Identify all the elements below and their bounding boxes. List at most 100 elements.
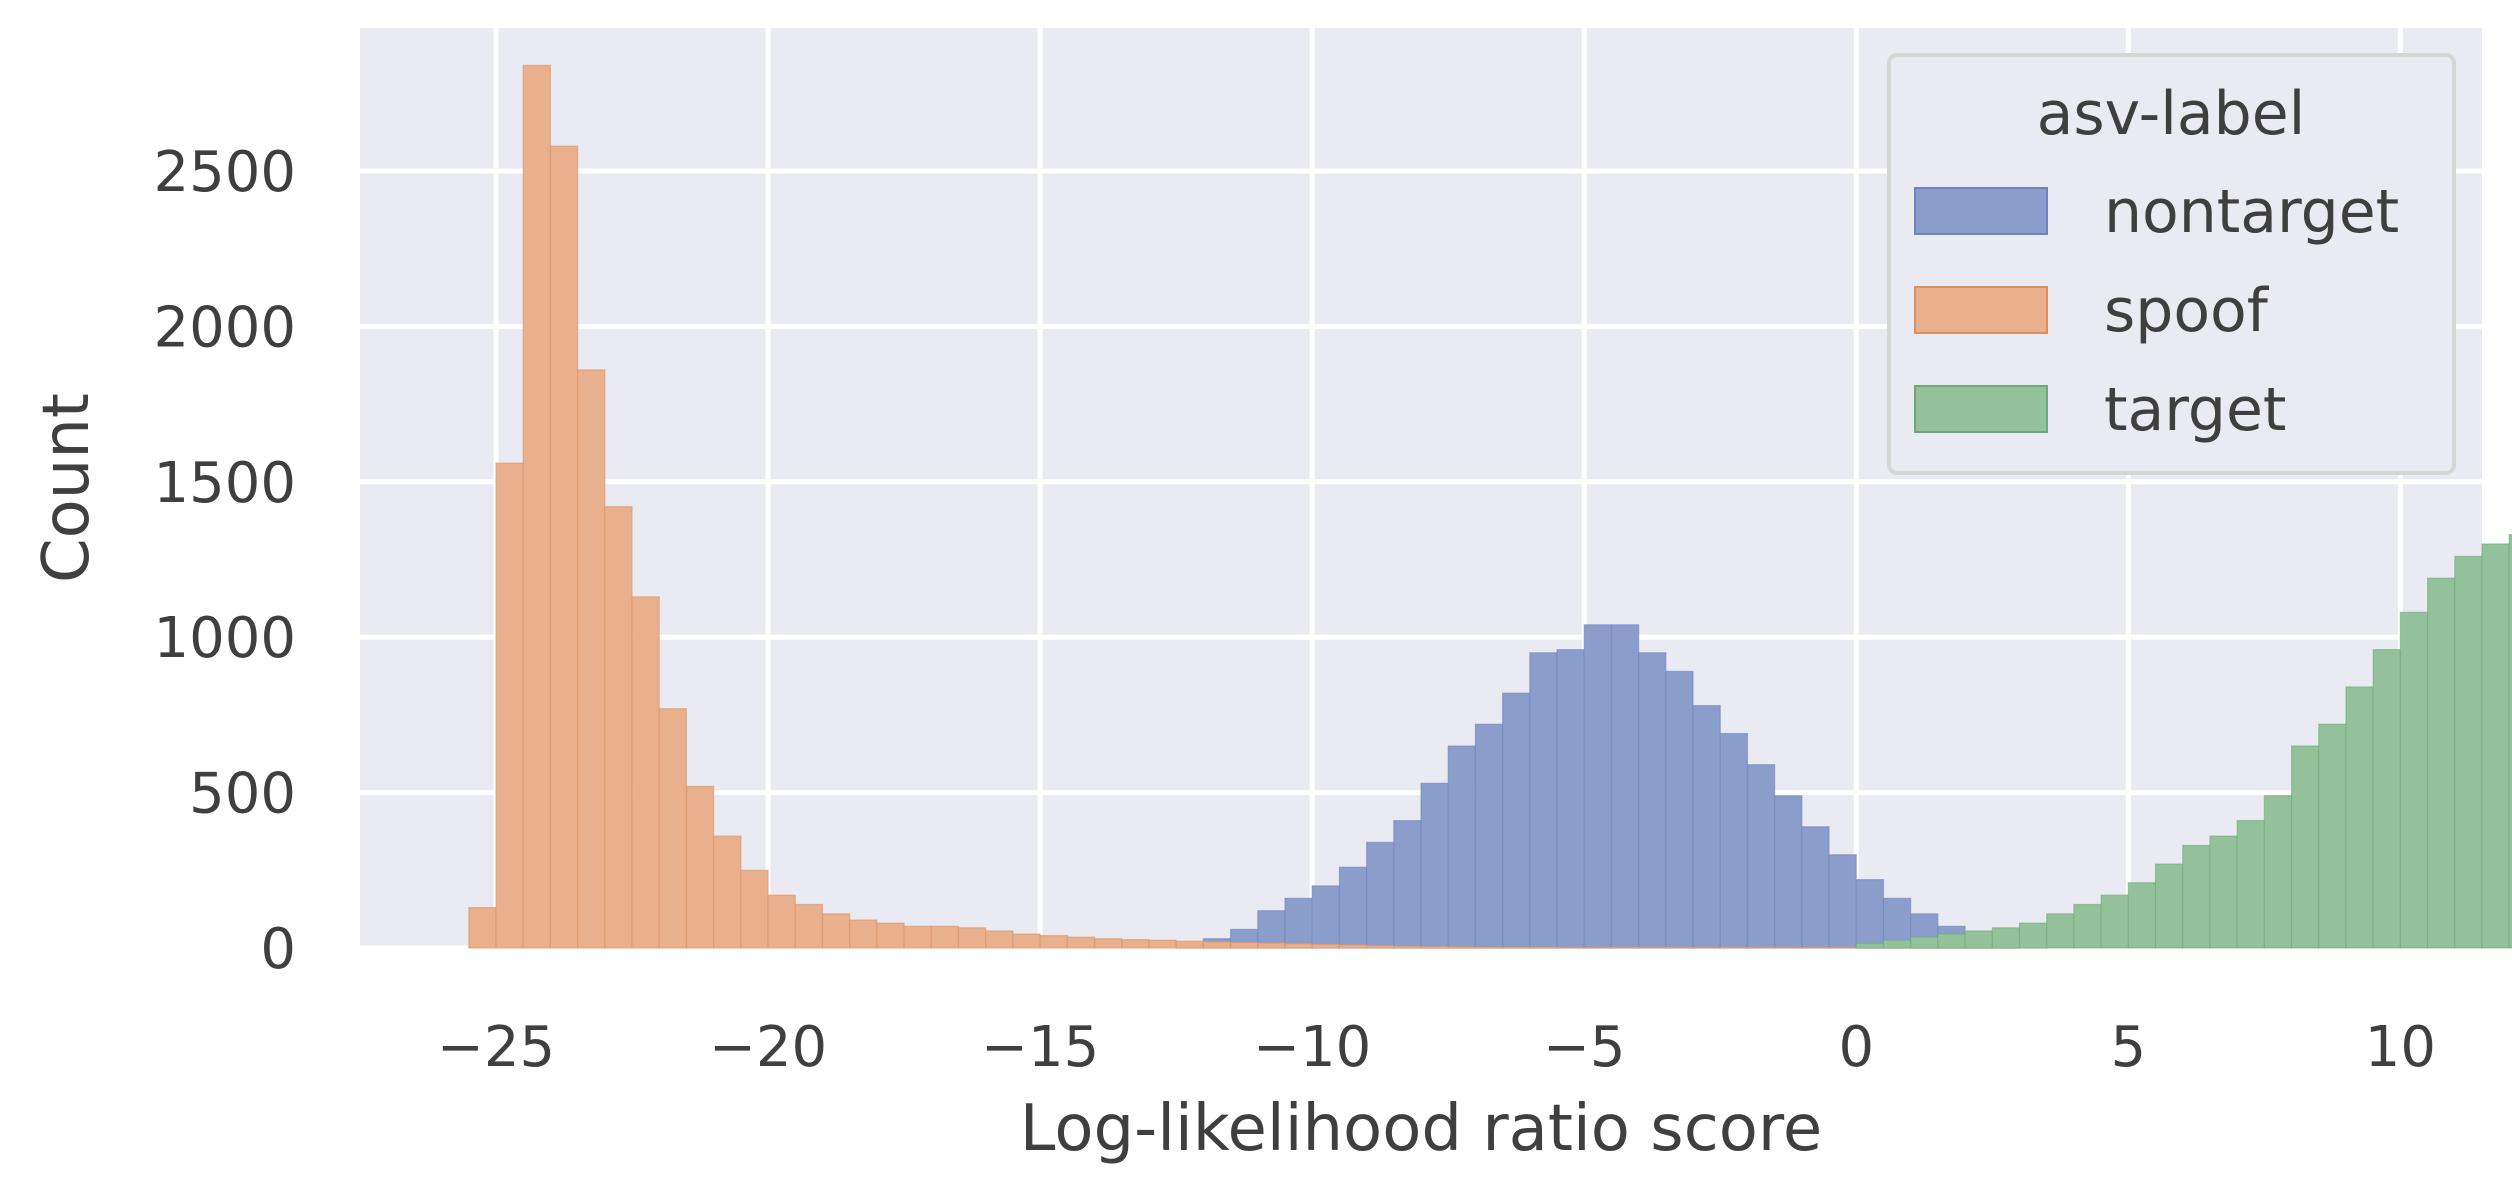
bar-nontarget: [1311, 885, 1340, 949]
bar-target: [1910, 936, 1939, 949]
legend-swatch-spoof: [1914, 286, 2048, 334]
bar-spoof: [985, 930, 1014, 949]
bar-spoof: [1801, 946, 1830, 949]
bar-spoof: [930, 925, 960, 949]
bar-spoof: [1474, 946, 1504, 949]
x-tick-label: 5: [2111, 1015, 2147, 1080]
bar-target: [1882, 939, 1912, 949]
bar-nontarget: [1692, 704, 1721, 949]
bar-nontarget: [1583, 624, 1613, 949]
bar-target: [1937, 933, 1966, 949]
histogram-bars: [468, 64, 2512, 949]
bar-target: [2209, 835, 2238, 949]
bar-spoof: [1175, 940, 1204, 949]
bar-target: [2481, 543, 2510, 949]
bar-target: [2290, 745, 2320, 949]
bar-nontarget: [1502, 692, 1531, 949]
bar-nontarget: [1284, 897, 1313, 949]
bar-spoof: [1447, 946, 1477, 949]
legend-label-nontarget: nontarget: [2104, 177, 2399, 247]
bar-nontarget: [1719, 732, 1749, 949]
bar-spoof: [685, 785, 715, 949]
bar-spoof: [522, 64, 552, 949]
y-tick-label: 0: [260, 917, 296, 982]
bar-spoof: [1746, 946, 1776, 949]
bar-target: [2508, 534, 2512, 949]
bar-spoof: [1039, 934, 1068, 949]
bar-target: [2100, 894, 2129, 949]
bar-spoof: [1012, 933, 1041, 949]
bar-spoof: [1502, 946, 1531, 949]
bar-target: [2399, 611, 2429, 949]
bar-nontarget: [1338, 866, 1368, 949]
x-axis-label: Log-likelihood ratio score: [1020, 1092, 1822, 1166]
bar-target: [2046, 913, 2075, 949]
bar-spoof: [1828, 946, 1857, 949]
bar-spoof: [1583, 946, 1613, 949]
bar-nontarget: [1855, 879, 1885, 949]
bar-spoof: [957, 927, 987, 949]
x-tick-label: −25: [437, 1015, 555, 1080]
bar-nontarget: [1665, 670, 1694, 949]
legend-swatch-target: [1914, 385, 2048, 433]
bar-spoof: [1093, 938, 1123, 949]
bar-spoof: [604, 506, 633, 949]
bar-spoof: [1420, 945, 1449, 949]
bar-spoof: [549, 145, 579, 949]
bar-spoof: [658, 708, 688, 949]
bar-spoof: [1066, 936, 1096, 949]
bar-spoof: [1148, 939, 1177, 949]
bar-nontarget: [1556, 649, 1585, 949]
legend-swatch-nontarget: [1914, 187, 2048, 235]
bar-spoof: [631, 596, 660, 949]
bar-target: [2345, 686, 2374, 949]
x-tick-label: −5: [1543, 1015, 1626, 1080]
x-tick-label: −10: [1253, 1015, 1371, 1080]
bar-nontarget: [1529, 652, 1558, 949]
legend-title: asv-label: [2037, 79, 2306, 149]
bar-target: [2318, 723, 2347, 949]
bar-spoof: [1365, 944, 1395, 949]
bar-spoof: [876, 922, 905, 949]
bar-target: [2263, 795, 2293, 949]
bar-target: [2073, 903, 2102, 949]
legend: asv-label nontarget spoof target: [1887, 53, 2456, 475]
bar-spoof: [1610, 946, 1640, 949]
bar-target: [2236, 819, 2265, 949]
bar-nontarget: [1447, 745, 1477, 949]
x-tick-label: 0: [1838, 1015, 1874, 1080]
bar-target: [2426, 577, 2456, 949]
bar-target: [2454, 555, 2483, 949]
bar-spoof: [903, 925, 932, 949]
bar-spoof: [767, 894, 796, 949]
legend-box: [1887, 53, 2456, 475]
bar-target: [1855, 942, 1885, 949]
legend-label-target: target: [2104, 375, 2286, 445]
y-tick-label: 2000: [153, 295, 296, 360]
bar-spoof: [1393, 945, 1422, 949]
y-axis-label: Count: [30, 393, 104, 583]
bar-spoof: [821, 913, 851, 949]
bar-nontarget: [1610, 624, 1640, 949]
x-tick-label: −15: [981, 1015, 1099, 1080]
bar-spoof: [1774, 946, 1803, 949]
bar-spoof: [1284, 943, 1313, 949]
bar-spoof: [1202, 941, 1232, 949]
bar-nontarget: [1393, 819, 1422, 949]
bar-nontarget: [1746, 764, 1776, 949]
bar-target: [1964, 930, 1993, 949]
bar-nontarget: [1365, 841, 1395, 949]
bar-spoof: [1665, 946, 1694, 949]
y-tick-label: 1500: [153, 451, 296, 516]
bar-spoof: [1529, 946, 1558, 949]
bar-spoof: [1338, 944, 1368, 949]
bar-target: [2018, 922, 2048, 949]
bar-spoof: [713, 835, 742, 949]
bar-spoof: [1719, 946, 1749, 949]
bar-spoof: [1121, 939, 1150, 949]
x-tick-label: −20: [709, 1015, 827, 1080]
bar-spoof: [794, 903, 824, 949]
bar-spoof: [849, 919, 878, 949]
bar-nontarget: [1257, 910, 1286, 949]
bar-nontarget: [1828, 854, 1857, 949]
